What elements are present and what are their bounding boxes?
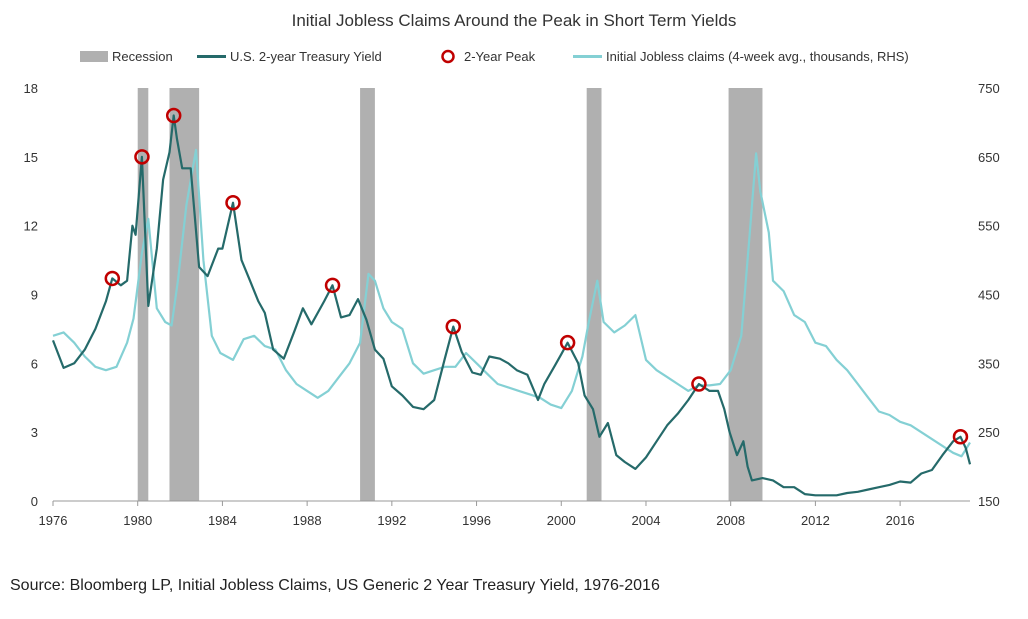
peak-marker bbox=[445, 318, 462, 335]
x-axis-ticks: 1976 1980 1984 1988 1992 1996 2000 2004 2008 2012… bbox=[39, 501, 915, 528]
y-left-tick-label: 18 bbox=[24, 81, 38, 96]
legend-swatch-recession bbox=[80, 51, 108, 62]
chart-title: Initial Jobless Claims Around the Peak i… bbox=[292, 11, 737, 30]
y-left-tick-label: 15 bbox=[24, 150, 38, 165]
legend-label-yield: U.S. 2-year Treasury Yield bbox=[230, 49, 382, 64]
legend-label-peak: 2-Year Peak bbox=[464, 49, 536, 64]
peak-marker bbox=[691, 376, 707, 392]
yield-line bbox=[51, 114, 972, 497]
peak-marker bbox=[165, 107, 182, 124]
y-left-tick-label: 3 bbox=[31, 425, 38, 440]
x-tick-label: 2016 bbox=[886, 513, 915, 528]
recession-band bbox=[169, 88, 200, 501]
y-right-tick-label: 650 bbox=[978, 150, 1000, 165]
legend-label-recession: Recession bbox=[112, 49, 173, 64]
legend-swatch-peak bbox=[441, 49, 455, 64]
source-note: Source: Bloomberg LP, Initial Jobless Cl… bbox=[10, 577, 660, 594]
peak-marker bbox=[952, 429, 969, 445]
peak-markers bbox=[104, 107, 969, 445]
y-left-tick-label: 9 bbox=[31, 288, 38, 303]
peak-marker bbox=[324, 277, 341, 294]
recession-band bbox=[137, 88, 149, 501]
y-right-tick-label: 450 bbox=[978, 288, 1000, 303]
x-tick-label: 1992 bbox=[377, 513, 406, 528]
y-right-tick-label: 750 bbox=[978, 81, 1000, 96]
recession-band bbox=[360, 88, 375, 501]
y-left-tick-label: 12 bbox=[24, 219, 38, 234]
peak-marker bbox=[559, 334, 576, 351]
y-left-tick-label: 0 bbox=[31, 494, 38, 509]
y-right-tick-label: 250 bbox=[978, 425, 1000, 440]
legend-label-claims: Initial Jobless claims (4-week avg., tho… bbox=[606, 49, 909, 64]
peak-marker bbox=[134, 149, 150, 165]
peak-marker bbox=[225, 194, 241, 211]
x-tick-label: 2008 bbox=[716, 513, 745, 528]
x-tick-label: 1980 bbox=[123, 513, 152, 528]
x-tick-label: 1988 bbox=[293, 513, 322, 528]
x-tick-label: 1984 bbox=[208, 513, 237, 528]
y-axis-right-ticks: 150 250 350 450 550 650 750 bbox=[978, 81, 1000, 509]
y-axis-left-ticks: 0 3 6 9 12 15 18 bbox=[24, 81, 38, 509]
x-tick-label: 2004 bbox=[632, 513, 661, 528]
y-right-tick-label: 150 bbox=[978, 494, 1000, 509]
claims-line bbox=[52, 148, 971, 458]
y-right-tick-label: 550 bbox=[978, 219, 1000, 234]
legend: Recession U.S. 2-year Treasury Yield 2-Y… bbox=[80, 49, 909, 64]
recession-bands bbox=[137, 88, 763, 501]
x-tick-label: 1996 bbox=[462, 513, 491, 528]
x-tick-label: 1976 bbox=[39, 513, 68, 528]
x-tick-label: 2000 bbox=[547, 513, 576, 528]
x-tick-label: 2012 bbox=[801, 513, 830, 528]
y-left-tick-label: 6 bbox=[31, 356, 38, 371]
peak-marker bbox=[104, 270, 121, 287]
plot-series bbox=[51, 114, 972, 497]
y-right-tick-label: 350 bbox=[978, 356, 1000, 371]
